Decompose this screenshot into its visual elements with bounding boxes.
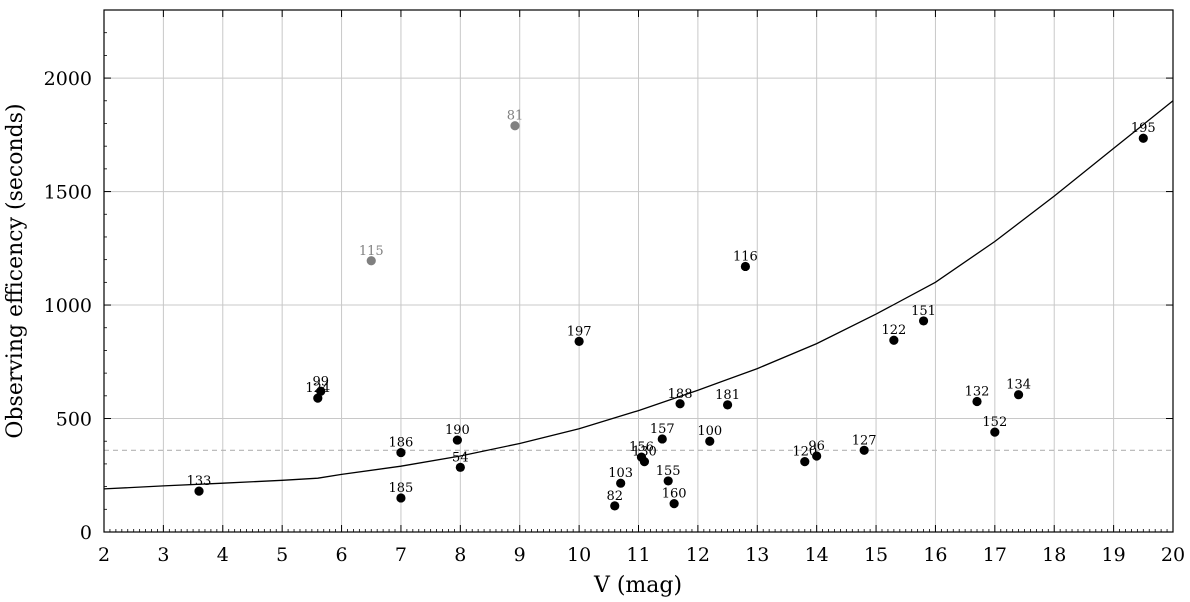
point-label: 151 [911, 304, 936, 319]
data-point [669, 499, 679, 509]
x-tick-label: 16 [923, 544, 947, 566]
y-tick-label: 0 [80, 522, 92, 544]
x-tick-label: 2 [98, 544, 110, 566]
point-label: 81 [507, 109, 524, 124]
x-tick-label: 15 [864, 544, 888, 566]
x-tick-label: 11 [626, 544, 650, 566]
point-label: 197 [567, 324, 592, 339]
data-point [722, 400, 733, 410]
point-label: 160 [662, 487, 687, 502]
data-point [800, 457, 810, 467]
point-label: 152 [982, 415, 1007, 430]
point-label: 133 [187, 474, 212, 489]
x-tick-label: 19 [1102, 544, 1126, 566]
data-point [510, 121, 520, 131]
data-point [639, 457, 650, 467]
x-axis-title: V (mag) [593, 573, 682, 598]
data-point [313, 393, 323, 403]
grid-lines [104, 10, 1173, 532]
data-point [657, 434, 667, 444]
axis-ticks [103, 9, 1174, 533]
data-point [574, 336, 584, 346]
point-label: 127 [852, 433, 877, 448]
data-point [396, 493, 406, 503]
y-tick-label: 500 [56, 409, 92, 431]
data-point [705, 436, 715, 446]
point-label: 115 [359, 244, 384, 259]
data-point [918, 316, 929, 326]
data-point [194, 486, 204, 496]
y-axis-title: Observing efficency (seconds) [3, 103, 28, 438]
x-tick-label: 18 [1042, 544, 1066, 566]
y-tick-label: 1000 [44, 295, 92, 317]
data-point [990, 427, 1000, 437]
data-point [610, 501, 620, 511]
data-point [396, 447, 406, 458]
point-label: 96 [808, 439, 825, 454]
point-label: 54 [452, 450, 469, 465]
fit-curve-line [103, 100, 1174, 490]
y-tick-label: 1500 [44, 182, 92, 204]
x-tick-label: 12 [686, 544, 710, 566]
data-point [889, 335, 899, 345]
x-tick-label: 6 [336, 544, 348, 566]
data-point [812, 451, 822, 461]
point-label: 124 [305, 381, 330, 396]
x-tick-label: 3 [157, 544, 169, 566]
x-tick-label: 13 [745, 544, 769, 566]
x-tick-label: 10 [567, 544, 591, 566]
data-point [675, 399, 685, 409]
data-point [859, 445, 869, 455]
point-label: 122 [881, 323, 906, 338]
point-label: 185 [389, 481, 414, 496]
point-label: 188 [668, 387, 693, 402]
data-points [194, 121, 1148, 511]
data-point [972, 396, 982, 407]
point-label: 155 [656, 464, 681, 479]
x-tick-label: 14 [805, 544, 829, 566]
x-tick-label: 17 [983, 544, 1007, 566]
point-label: 100 [697, 424, 722, 439]
x-tick-labels: 2 3 4 5 6 7 8 9 10 11 12 13 14 15 16 17 18 19 20 [98, 544, 1185, 566]
point-label: 186 [389, 436, 414, 451]
data-point [663, 476, 673, 486]
point-label: 130 [632, 445, 657, 460]
data-point [452, 435, 462, 445]
point-label: 190 [445, 423, 470, 438]
x-tick-label: 4 [217, 544, 229, 566]
point-label: 82 [606, 489, 623, 504]
data-point [1013, 390, 1024, 400]
data-point [1138, 133, 1148, 143]
point-label: 132 [965, 385, 990, 400]
x-tick-label: 5 [276, 544, 288, 566]
y-tick-labels: 0 500 1000 1500 2000 [44, 68, 92, 544]
point-label: 195 [1131, 121, 1156, 136]
point-label: 181 [715, 388, 740, 403]
point-label: 103 [608, 466, 633, 481]
point-label: 156 [629, 440, 654, 455]
x-tick-label: 8 [454, 544, 466, 566]
point-label: 134 [1006, 378, 1031, 393]
point-label: 116 [733, 249, 758, 264]
data-point [740, 261, 751, 272]
point-label: 99 [312, 374, 329, 389]
x-tick-label: 7 [395, 544, 407, 566]
fit-curve [103, 100, 1174, 490]
point-label: 120 [792, 445, 817, 460]
data-point [366, 256, 376, 266]
y-tick-label: 2000 [44, 68, 92, 90]
x-tick-label: 9 [514, 544, 526, 566]
point-label: 157 [650, 422, 675, 437]
data-point [455, 462, 465, 472]
data-point [616, 478, 626, 488]
x-tick-label: 20 [1161, 544, 1185, 566]
